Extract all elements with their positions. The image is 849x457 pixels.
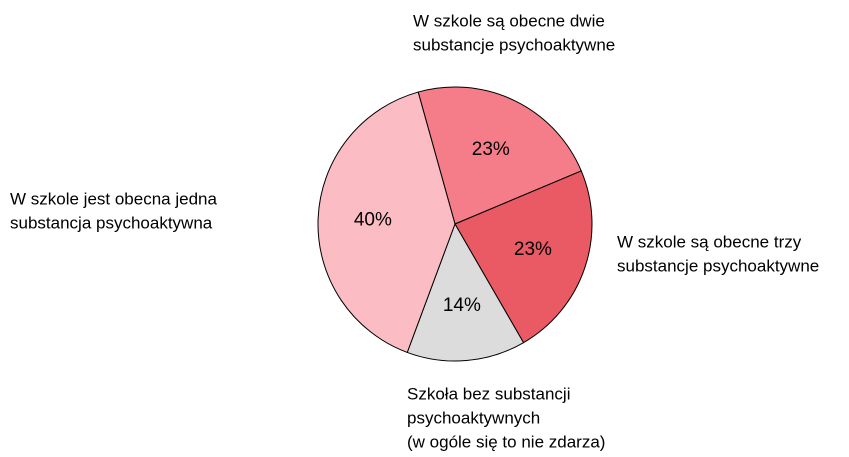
pie-slice — [406, 222, 525, 362]
value-label: 40% — [354, 210, 392, 231]
slice-label: substancje psychoaktywne — [413, 35, 615, 54]
slice-label: W szkole jest obecna jedna — [10, 189, 217, 208]
slice-label: psychoaktywnych — [407, 408, 540, 427]
slice-label: Szkoła bez substancji — [407, 384, 570, 403]
value-label: 14% — [443, 295, 481, 316]
pie-slice — [454, 170, 593, 344]
slice-label: substancje psychoaktywne — [617, 256, 819, 275]
value-label: 23% — [514, 239, 552, 260]
slice-label: (w ogóle się to nie zdarza) — [407, 432, 605, 451]
slice-label: W szkole są obecne trzy — [617, 232, 802, 251]
slice-label: substancja psychoaktywna — [10, 213, 213, 232]
pie-slice — [317, 91, 456, 354]
pie-slice — [417, 86, 582, 225]
slice-label: W szkole są obecne dwie — [413, 11, 605, 30]
value-label: 23% — [472, 139, 510, 160]
